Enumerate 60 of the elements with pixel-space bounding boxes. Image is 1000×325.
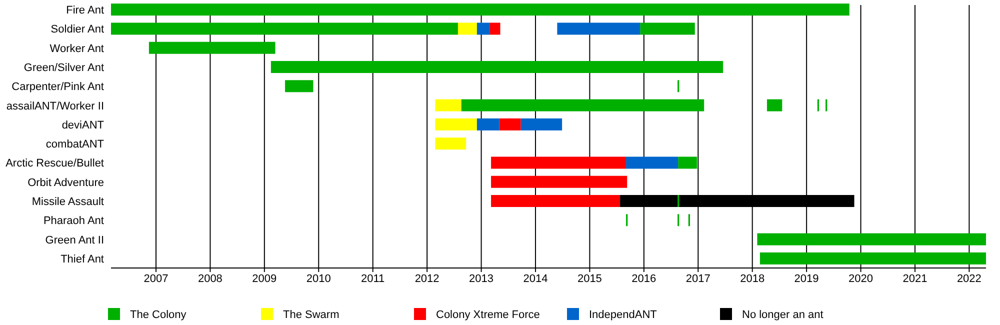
y-tick-label: Green/Silver Ant: [24, 62, 104, 74]
y-tick-label: Worker Ant: [50, 42, 104, 55]
bar: [111, 4, 850, 16]
x-tick-label: 2018: [740, 273, 765, 285]
bar: [148, 42, 276, 54]
x-tick-label: 2009: [252, 273, 277, 285]
bar: [458, 22, 477, 35]
bar: [476, 22, 490, 35]
bar: [491, 176, 628, 188]
legend-label: IndependANT: [589, 309, 658, 321]
bar: [766, 99, 782, 112]
bar: [499, 118, 521, 130]
bar: [435, 138, 466, 150]
x-tick-label: 2017: [686, 273, 710, 285]
x-tick-label: 2012: [414, 273, 440, 285]
legend-label: The Colony: [130, 309, 187, 321]
y-tick-label: Green Ant II: [45, 234, 104, 246]
y-tick-label: Thief Ant: [60, 253, 104, 266]
x-tick-label: 2020: [848, 273, 874, 285]
bar: [678, 156, 698, 169]
x-tick-label: 2007: [144, 273, 168, 285]
y-tick-label: combatANT: [46, 138, 104, 151]
bar: [435, 118, 477, 130]
legend-label: Colony Xtreme Force: [436, 309, 540, 321]
y-tick-label: Arctic Rescue/Bullet: [6, 158, 104, 170]
x-tick-label: 2008: [198, 273, 222, 285]
bar: [757, 233, 986, 246]
x-tick-label: 2019: [794, 273, 819, 285]
x-tick-label: 2014: [523, 273, 548, 285]
x-tick-label: 2010: [306, 273, 331, 285]
legend-label: No longer an ant: [742, 309, 824, 321]
y-tick-label: Carpenter/Pink Ant: [12, 81, 104, 94]
bar: [760, 252, 986, 264]
bar: [111, 22, 458, 35]
bar: [270, 61, 724, 73]
bar: [491, 156, 626, 169]
bar: [626, 156, 678, 169]
bar: [640, 22, 695, 35]
bar: [435, 99, 462, 112]
y-tick-label: Pharaoh Ant: [43, 215, 104, 228]
bar: [461, 99, 704, 112]
legend-label: The Swarm: [283, 309, 340, 321]
y-tick-label: deviANT: [62, 119, 104, 132]
bar: [285, 80, 314, 92]
bar: [557, 22, 640, 35]
y-tick-label: Missile Assault: [32, 196, 104, 208]
x-tick-label: 2016: [632, 273, 656, 285]
x-tick-label: 2013: [469, 273, 494, 285]
bar: [520, 118, 562, 130]
y-tick-label: Orbit Adventure: [28, 176, 104, 189]
y-tick-label: assailANT/Worker II: [6, 100, 104, 112]
x-tick-label: 2021: [902, 273, 928, 285]
bar: [491, 195, 620, 207]
x-tick-label: 2022: [956, 273, 982, 285]
bar: [490, 22, 500, 35]
y-tick-label: Fire Ant: [66, 4, 104, 17]
y-tick-label: Soldier Ant: [50, 24, 104, 36]
bar: [476, 118, 500, 130]
x-tick-label: 2015: [577, 273, 602, 285]
x-tick-label: 2011: [361, 273, 385, 285]
